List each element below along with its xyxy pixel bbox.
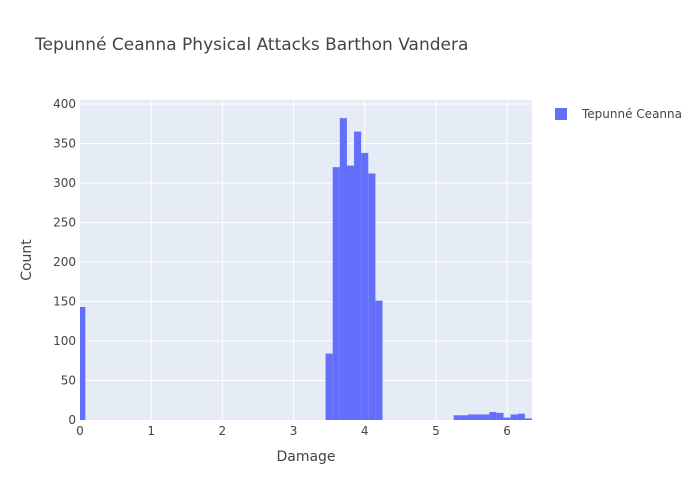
histogram-bar[interactable]	[339, 118, 347, 420]
histogram-bar[interactable]	[482, 414, 490, 420]
y-tick-label: 400	[53, 97, 76, 111]
y-tick-label: 150	[53, 294, 76, 308]
x-tick-label: 3	[290, 424, 298, 438]
histogram-bar[interactable]	[524, 418, 532, 420]
histogram-bar[interactable]	[325, 353, 333, 420]
histogram-bar[interactable]	[489, 412, 497, 420]
histogram-bar[interactable]	[503, 417, 511, 420]
x-tick-label: 6	[503, 424, 511, 438]
x-tick-label: 0	[76, 424, 84, 438]
legend-label: Tepunné Ceanna	[581, 107, 682, 121]
histogram-bar[interactable]	[517, 413, 525, 420]
histogram-bar[interactable]	[467, 414, 476, 420]
histogram-bar[interactable]	[346, 165, 355, 420]
x-tick-label: 1	[147, 424, 155, 438]
x-tick-label: 2	[219, 424, 227, 438]
histogram-bar[interactable]	[510, 414, 518, 420]
y-tick-labels: 0 50 100 150 200 250 300 350 400	[53, 97, 76, 427]
legend[interactable]: Tepunné Ceanna	[555, 107, 682, 121]
y-tick-label: 0	[68, 413, 76, 427]
histogram-bar[interactable]	[368, 173, 376, 420]
x-tick-label: 5	[432, 424, 440, 438]
histogram-bar[interactable]	[332, 167, 340, 420]
y-tick-label: 100	[53, 334, 76, 348]
chart-title: Tepunné Ceanna Physical Attacks Barthon …	[34, 35, 468, 55]
x-tick-label: 4	[361, 424, 369, 438]
histogram-bar[interactable]	[80, 307, 86, 420]
y-tick-label: 50	[61, 373, 76, 387]
y-tick-label: 250	[53, 215, 76, 229]
legend-swatch	[555, 108, 567, 120]
x-tick-labels: 0 1 2 3 4 5 6	[76, 424, 511, 438]
y-tick-label: 300	[53, 176, 76, 190]
y-tick-label: 200	[53, 255, 76, 269]
bars	[80, 118, 532, 421]
histogram-bar[interactable]	[375, 300, 383, 420]
histogram-bar[interactable]	[354, 131, 362, 421]
plot-area	[80, 100, 532, 420]
histogram-bar[interactable]	[460, 415, 468, 420]
x-axis-title: Damage	[276, 449, 335, 465]
histogram-bar[interactable]	[475, 414, 483, 420]
y-axis-title: Count	[19, 239, 35, 281]
histogram-bar[interactable]	[453, 415, 461, 420]
histogram-bar[interactable]	[361, 152, 369, 420]
histogram-bar[interactable]	[496, 412, 504, 420]
y-tick-label: 350	[53, 136, 76, 150]
